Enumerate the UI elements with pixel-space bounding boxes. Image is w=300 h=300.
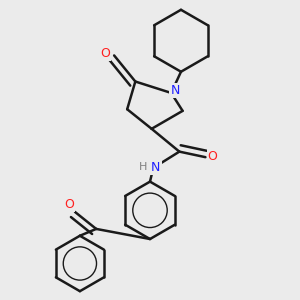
Text: N: N [151,161,160,174]
Text: O: O [100,47,110,60]
Text: H: H [139,162,147,172]
Text: N: N [170,84,180,97]
Text: O: O [64,198,74,211]
Text: O: O [208,150,218,163]
